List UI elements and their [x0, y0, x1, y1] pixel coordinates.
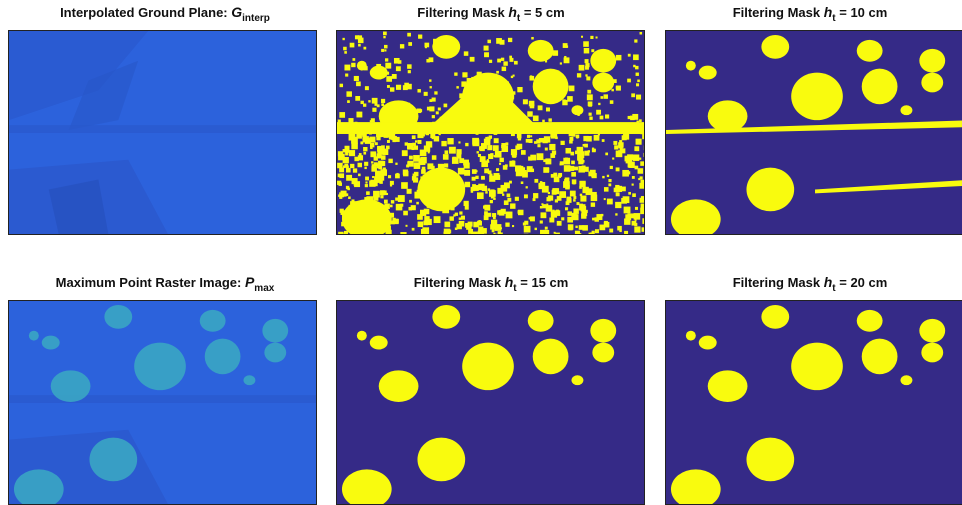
title-part: Maximum Point Raster Image: [56, 275, 245, 290]
panel-title: Filtering Mask ht = 5 cm [326, 4, 656, 24]
panel-title: Filtering Mask ht = 20 cm [645, 274, 962, 294]
title-part: P [245, 274, 254, 290]
mask-20cm-image [665, 300, 962, 505]
title-part: max [254, 283, 274, 294]
title-part: h [508, 4, 517, 20]
panel-title: Filtering Mask ht = 10 cm [645, 4, 962, 24]
mask-10cm-image [665, 30, 962, 235]
title-part: Filtering Mask [733, 275, 824, 290]
panel-title: Maximum Point Raster Image: Pmax [0, 274, 330, 294]
title-part: h [824, 274, 833, 290]
max-point-image [8, 300, 317, 505]
title-part: = 10 cm [836, 5, 888, 20]
title-part: interp [242, 13, 270, 24]
figure: Interpolated Ground Plane: Ginterp Filte… [0, 0, 962, 505]
panel-title: Interpolated Ground Plane: Ginterp [0, 4, 330, 24]
title-part: Filtering Mask [733, 5, 824, 20]
panel-title: Filtering Mask ht = 15 cm [326, 274, 656, 294]
title-part: h [505, 274, 514, 290]
title-part: = 20 cm [836, 275, 888, 290]
title-part: G [231, 4, 242, 20]
title-part: Filtering Mask [417, 5, 508, 20]
mask-5cm-image [336, 30, 645, 235]
title-part: = 5 cm [520, 5, 564, 20]
title-part: Filtering Mask [414, 275, 505, 290]
title-part: = 15 cm [517, 275, 569, 290]
title-part: Interpolated Ground Plane: [60, 5, 231, 20]
title-part: h [824, 4, 833, 20]
ground-plane-image [8, 30, 317, 235]
mask-15cm-image [336, 300, 645, 505]
